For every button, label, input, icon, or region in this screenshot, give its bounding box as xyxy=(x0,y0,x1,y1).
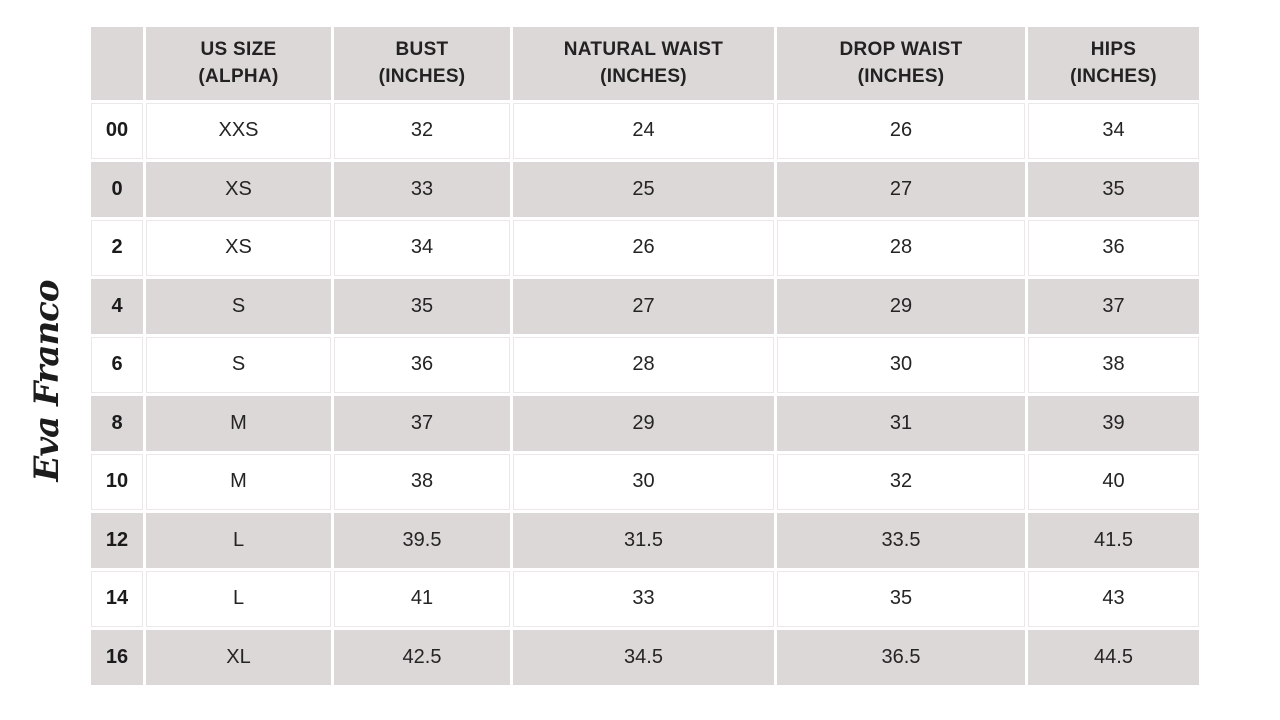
cell-alpha-size: L xyxy=(143,509,334,571)
cell-alpha-size: L xyxy=(143,568,334,630)
cell-us-size: 10 xyxy=(88,451,146,513)
cell-bust: 39.5 xyxy=(331,509,513,571)
cell-alpha-size: XL xyxy=(143,626,334,688)
table-row-size-6: 6 S 36 28 30 38 xyxy=(88,334,1202,396)
brand-logo: Eva Franco xyxy=(22,276,72,486)
table-row-size-14: 14 L 41 33 35 43 xyxy=(88,568,1202,630)
cell-drop-waist: 29 xyxy=(774,275,1028,337)
cell-us-size: 6 xyxy=(88,334,146,396)
cell-alpha-size: S xyxy=(143,334,334,396)
cell-natural-waist: 34.5 xyxy=(510,626,777,688)
table-row-size-12: 12 L 39.5 31.5 33.5 41.5 xyxy=(88,509,1202,571)
cell-natural-waist: 27 xyxy=(510,275,777,337)
cell-us-size: 16 xyxy=(88,626,146,688)
table-row-size-0: 0 XS 33 25 27 35 xyxy=(88,158,1202,220)
header-line: DROP WAIST xyxy=(839,38,963,60)
cell-natural-waist: 25 xyxy=(510,158,777,220)
cell-alpha-size: S xyxy=(143,275,334,337)
header-line: HIPS xyxy=(1090,38,1137,60)
cell-bust: 36 xyxy=(331,334,513,396)
cell-drop-waist: 36.5 xyxy=(774,626,1028,688)
cell-drop-waist: 35 xyxy=(774,568,1028,630)
cell-us-size: 0 xyxy=(88,158,146,220)
cell-bust: 41 xyxy=(331,568,513,630)
table-row-size-10: 10 M 38 30 32 40 xyxy=(88,451,1202,513)
cell-bust: 38 xyxy=(331,451,513,513)
header-row: US SIZE (ALPHA) BUST (INCHES) NATURAL WA… xyxy=(88,24,1202,103)
cell-alpha-size: XS xyxy=(143,217,334,279)
cell-drop-waist: 31 xyxy=(774,392,1028,454)
cell-natural-waist: 31.5 xyxy=(510,509,777,571)
cell-drop-waist: 30 xyxy=(774,334,1028,396)
cell-hips: 39 xyxy=(1025,392,1202,454)
table-body: 00 XXS 32 24 26 34 0 XS 33 25 27 35 2 XS… xyxy=(88,100,1202,688)
cell-bust: 34 xyxy=(331,217,513,279)
cell-us-size: 8 xyxy=(88,392,146,454)
header-line: (INCHES) xyxy=(600,65,687,87)
cell-us-size: 4 xyxy=(88,275,146,337)
cell-bust: 33 xyxy=(331,158,513,220)
cell-natural-waist: 24 xyxy=(510,100,777,162)
cell-drop-waist: 26 xyxy=(774,100,1028,162)
header-line: (INCHES) xyxy=(1070,65,1157,87)
cell-us-size: 12 xyxy=(88,509,146,571)
cell-alpha-size: M xyxy=(143,451,334,513)
cell-natural-waist: 29 xyxy=(510,392,777,454)
cell-drop-waist: 28 xyxy=(774,217,1028,279)
header-cell-us-size-alpha: US SIZE (ALPHA) xyxy=(143,24,334,103)
table-row-size-8: 8 M 37 29 31 39 xyxy=(88,392,1202,454)
cell-us-size: 14 xyxy=(88,568,146,630)
cell-alpha-size: M xyxy=(143,392,334,454)
table-row-size-00: 00 XXS 32 24 26 34 xyxy=(88,100,1202,162)
cell-alpha-size: XS xyxy=(143,158,334,220)
cell-alpha-size: XXS xyxy=(143,100,334,162)
header-cell-natural-waist: NATURAL WAIST (INCHES) xyxy=(510,24,777,103)
cell-hips: 41.5 xyxy=(1025,509,1202,571)
cell-hips: 37 xyxy=(1025,275,1202,337)
table-row-size-16: 16 XL 42.5 34.5 36.5 44.5 xyxy=(88,626,1202,688)
brand-logo-text: Eva Franco xyxy=(27,280,67,482)
header-cell-hips: HIPS (INCHES) xyxy=(1025,24,1202,103)
header-line: (ALPHA) xyxy=(198,65,279,87)
cell-hips: 40 xyxy=(1025,451,1202,513)
cell-hips: 44.5 xyxy=(1025,626,1202,688)
cell-drop-waist: 32 xyxy=(774,451,1028,513)
header-line: NATURAL WAIST xyxy=(563,38,724,60)
header-line: BUST xyxy=(395,38,449,60)
header-cell-drop-waist: DROP WAIST (INCHES) xyxy=(774,24,1028,103)
cell-drop-waist: 27 xyxy=(774,158,1028,220)
cell-drop-waist: 33.5 xyxy=(774,509,1028,571)
cell-bust: 42.5 xyxy=(331,626,513,688)
cell-hips: 43 xyxy=(1025,568,1202,630)
cell-hips: 38 xyxy=(1025,334,1202,396)
cell-natural-waist: 28 xyxy=(510,334,777,396)
header-cell-empty xyxy=(88,24,146,103)
size-chart-table: US SIZE (ALPHA) BUST (INCHES) NATURAL WA… xyxy=(88,24,1202,688)
cell-natural-waist: 26 xyxy=(510,217,777,279)
cell-natural-waist: 33 xyxy=(510,568,777,630)
cell-bust: 37 xyxy=(331,392,513,454)
header-line: US SIZE xyxy=(200,38,277,60)
cell-bust: 32 xyxy=(331,100,513,162)
cell-hips: 36 xyxy=(1025,217,1202,279)
cell-hips: 35 xyxy=(1025,158,1202,220)
cell-us-size: 2 xyxy=(88,217,146,279)
cell-bust: 35 xyxy=(331,275,513,337)
header-cell-bust: BUST (INCHES) xyxy=(331,24,513,103)
header-line: (INCHES) xyxy=(378,65,466,87)
cell-hips: 34 xyxy=(1025,100,1202,162)
table-row-size-4: 4 S 35 27 29 37 xyxy=(88,275,1202,337)
header-line: (INCHES) xyxy=(857,65,945,87)
cell-natural-waist: 30 xyxy=(510,451,777,513)
table-row-size-2: 2 XS 34 26 28 36 xyxy=(88,217,1202,279)
table-header: US SIZE (ALPHA) BUST (INCHES) NATURAL WA… xyxy=(88,24,1202,103)
cell-us-size: 00 xyxy=(88,100,146,162)
